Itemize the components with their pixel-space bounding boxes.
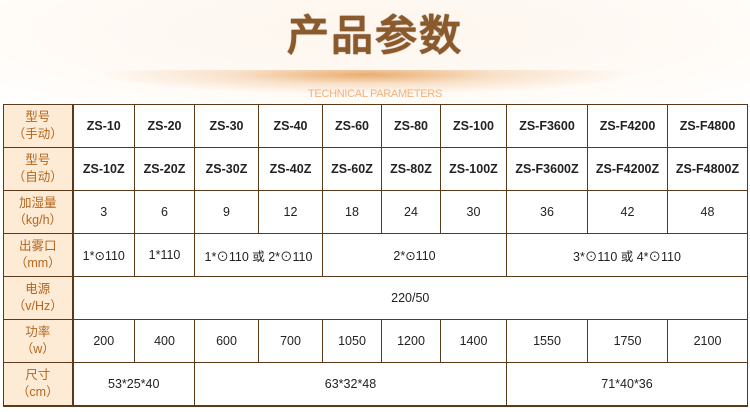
table-cell: ZS-F4200	[587, 104, 668, 148]
header-banner: 产品参数 TECHNICAL PARAMETERS	[0, 0, 750, 104]
table-cell: ZS-40	[258, 104, 323, 148]
table-cell: 1*⊙110 或 2*⊙110	[194, 233, 323, 277]
table-cell: 3*⊙110 或 4*⊙110	[506, 233, 748, 277]
row-label-name: 电源	[25, 282, 51, 296]
table-cell: 200	[72, 319, 135, 363]
row-label: 功率 （w）	[3, 319, 74, 363]
table-row: 功率 （w） 200 400 600 700 1050 1200 1400 1550 1750 210…	[3, 319, 748, 363]
table-cell: ZS-F4800Z	[667, 147, 748, 191]
table-cell: ZS-80	[381, 104, 441, 148]
table-cell: 220/50	[72, 276, 748, 320]
table-row: 尺寸 （cm） 53*25*40 63*32*48 71*40*36	[3, 362, 748, 407]
table-cell: ZS-F4800	[667, 104, 748, 148]
table-cell: 400	[134, 319, 195, 363]
table-cell: ZS-F3600Z	[506, 147, 588, 191]
page-subtitle: TECHNICAL PARAMETERS	[308, 88, 442, 100]
table-cell: 36	[506, 190, 588, 234]
table-cell: 42	[587, 190, 668, 234]
table-cell: ZS-30Z	[194, 147, 259, 191]
row-label-unit: （kg/h）	[13, 213, 63, 227]
table-row: 型号 （自动） ZS-10Z ZS-20Z ZS-30Z ZS-40Z ZS-60Z ZS-8…	[3, 147, 748, 191]
table-row: 加湿量 （kg/h） 3 6 9 12 18 24 30 36 42 48	[3, 190, 748, 234]
table-cell: 1200	[381, 319, 441, 363]
table-cell: 2*⊙110	[322, 233, 507, 277]
table-cell: 600	[194, 319, 259, 363]
table-cell: 63*32*48	[194, 362, 507, 407]
table-row: 电源 （v/Hz） 220/50	[3, 276, 748, 320]
row-label-name: 出雾口	[18, 239, 57, 253]
table-cell: ZS-20	[134, 104, 195, 148]
row-label-unit: （自动）	[12, 170, 63, 184]
table-cell: ZS-F3600	[506, 104, 588, 148]
row-label-name: 功率	[25, 325, 51, 339]
table-cell: ZS-F4200Z	[587, 147, 668, 191]
row-label: 加湿量 （kg/h）	[3, 190, 74, 234]
table-cell: 1*⊙110	[72, 233, 135, 277]
table-cell: 2100	[667, 319, 748, 363]
row-label-name: 加湿量	[18, 196, 57, 210]
table-cell: 12	[258, 190, 323, 234]
row-label-unit: （mm）	[14, 256, 61, 270]
table-cell: ZS-40Z	[258, 147, 323, 191]
table-cell: 1400	[440, 319, 507, 363]
row-label-name: 型号	[25, 110, 51, 124]
table-cell: 1750	[587, 319, 668, 363]
table-cell: 1550	[506, 319, 588, 363]
table-row: 出雾口 （mm） 1*⊙110 1*110 1*⊙110 或 2*⊙110 2*⊙110 3…	[3, 233, 748, 277]
table-cell: ZS-60	[322, 104, 382, 148]
table-cell: ZS-30	[194, 104, 259, 148]
table-cell: 18	[322, 190, 382, 234]
table-cell: 1*110	[134, 233, 195, 277]
row-label-name: 尺寸	[25, 368, 51, 382]
decorative-glow	[95, 70, 635, 94]
page-title: 产品参数	[286, 11, 463, 60]
parameters-table: 型号 （手动） ZS-10 ZS-20 ZS-30 ZS-40 ZS-60 ZS-80 ZS-1…	[3, 104, 748, 407]
row-label-unit: （cm）	[16, 385, 59, 399]
row-label: 出雾口 （mm）	[3, 233, 74, 277]
table-cell: 1050	[322, 319, 382, 363]
table-cell: 9	[194, 190, 259, 234]
table-cell: ZS-60Z	[322, 147, 382, 191]
table-cell: ZS-10	[72, 104, 135, 148]
table-cell: 3	[72, 190, 135, 234]
table-cell: ZS-100Z	[440, 147, 507, 191]
row-label-unit: （手动）	[12, 127, 63, 141]
row-label-unit: （w）	[20, 342, 55, 356]
table-cell: 71*40*36	[506, 362, 748, 407]
table-cell: ZS-80Z	[381, 147, 441, 191]
table-cell: 6	[134, 190, 195, 234]
table-cell: 53*25*40	[72, 362, 195, 407]
row-label: 电源 （v/Hz）	[3, 276, 74, 320]
table-cell: ZS-100	[440, 104, 507, 148]
table-cell: ZS-20Z	[134, 147, 195, 191]
table-cell: 24	[381, 190, 441, 234]
row-label: 型号 （自动）	[3, 147, 74, 191]
table-cell: ZS-10Z	[72, 147, 135, 191]
table-cell: 48	[667, 190, 748, 234]
table-row: 型号 （手动） ZS-10 ZS-20 ZS-30 ZS-40 ZS-60 ZS-80 ZS-1…	[3, 104, 748, 148]
row-label-name: 型号	[25, 153, 51, 167]
table-cell: 700	[258, 319, 323, 363]
table-cell: 30	[440, 190, 507, 234]
row-label-unit: （v/Hz）	[12, 299, 63, 313]
row-label: 尺寸 （cm）	[3, 362, 74, 407]
row-label: 型号 （手动）	[3, 104, 74, 148]
